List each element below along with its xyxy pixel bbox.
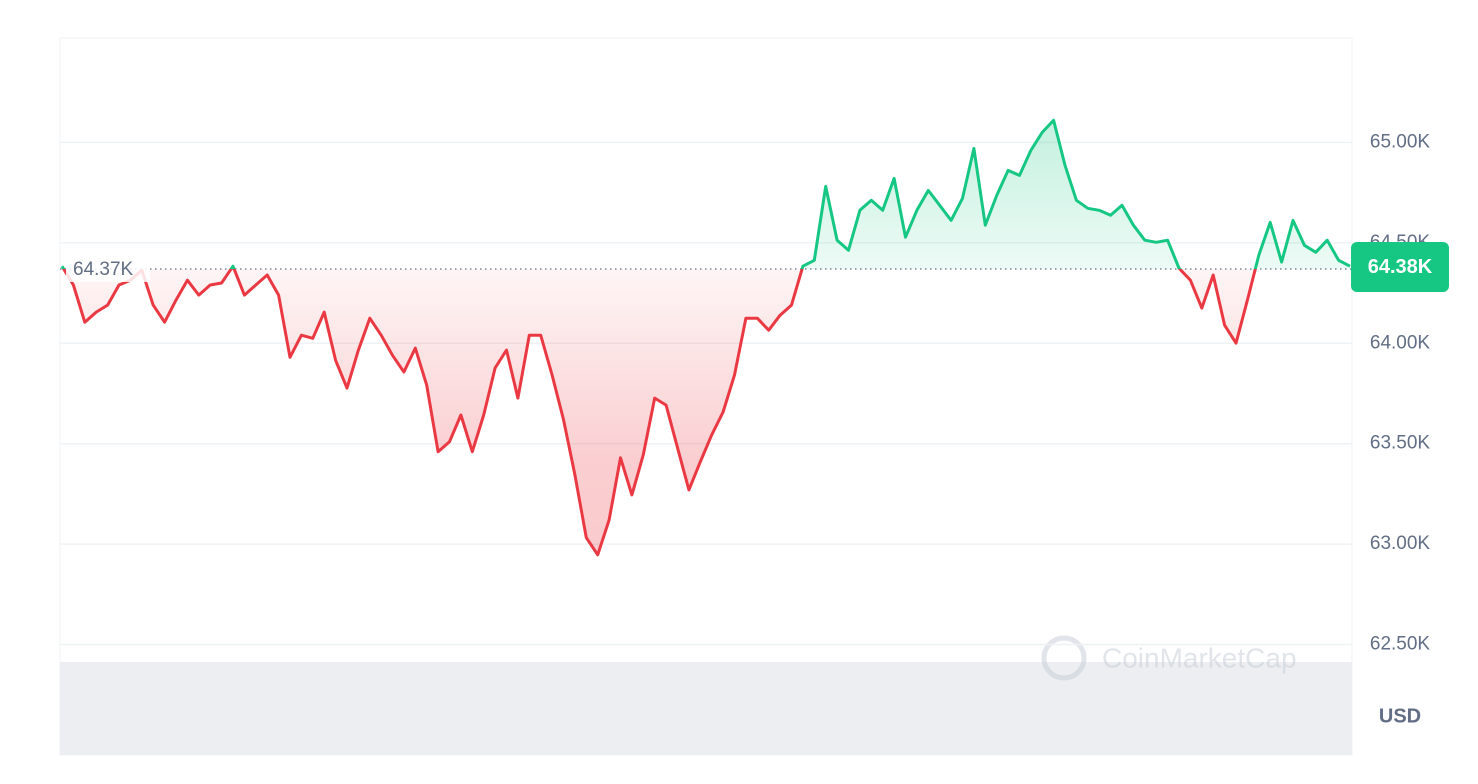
watermark-text: CoinMarketCap bbox=[1102, 642, 1297, 673]
y-tick-label: 65.00K bbox=[1370, 131, 1431, 152]
watermark: CoinMarketCap bbox=[1041, 635, 1297, 681]
baseline-label-bg bbox=[66, 255, 150, 282]
price-line bbox=[60, 118, 1351, 557]
volume-band bbox=[60, 662, 1352, 755]
last-price-badge bbox=[1351, 241, 1449, 292]
price-area bbox=[62, 120, 1350, 555]
y-tick-label: 63.00K bbox=[1370, 533, 1431, 554]
last-price-label: 64.38K bbox=[1368, 256, 1433, 278]
baseline-label: 64.37K bbox=[73, 259, 134, 280]
y-tick-label: 63.50K bbox=[1370, 433, 1431, 454]
currency-label: USD bbox=[1379, 705, 1421, 727]
watermark-logo bbox=[1041, 635, 1087, 681]
y-tick-label: 62.50K bbox=[1370, 634, 1431, 655]
y-tick-label: 64.00K bbox=[1370, 332, 1431, 353]
